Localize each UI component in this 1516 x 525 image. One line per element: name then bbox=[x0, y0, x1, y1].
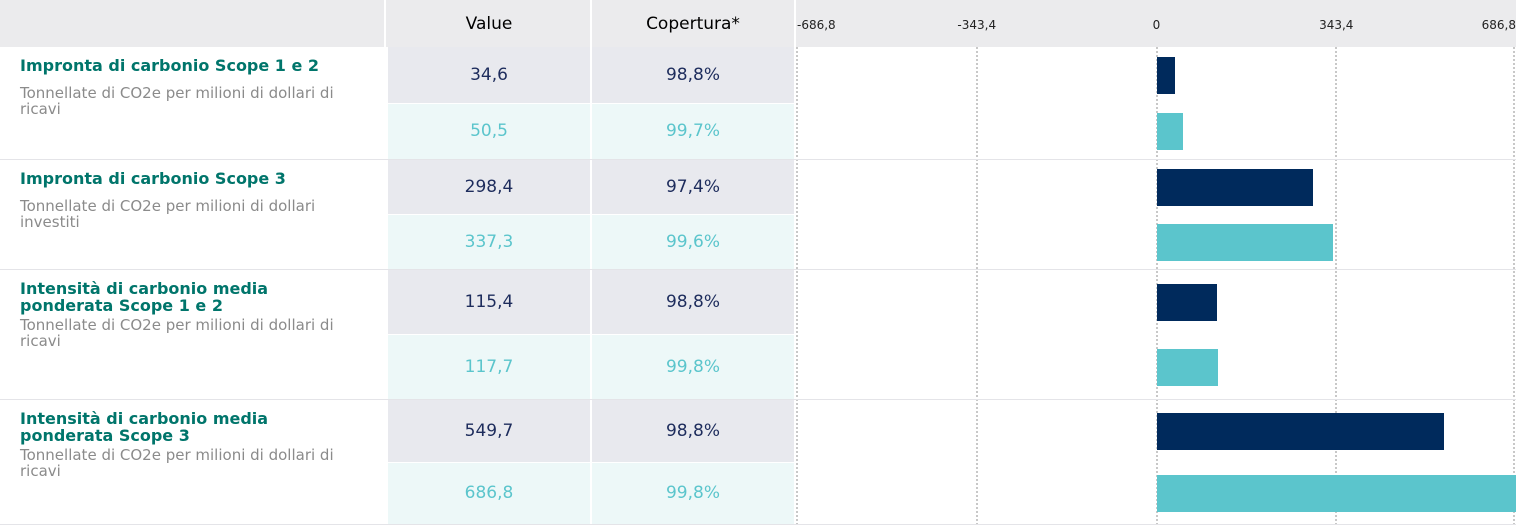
value-cell: 549,7 bbox=[388, 400, 592, 463]
bar bbox=[1156, 113, 1183, 151]
value-cell: 298,4 bbox=[388, 160, 592, 215]
coverage-cell: 97,4% bbox=[592, 160, 796, 215]
grid-line bbox=[975, 47, 978, 525]
metric-title: Intensità di carbonio media ponderata Sc… bbox=[20, 279, 269, 315]
bar bbox=[1156, 224, 1334, 261]
metric-title: Impronta di carbonio Scope 1 e 2 bbox=[20, 56, 320, 75]
value-cell: 337,3 bbox=[388, 215, 592, 270]
bar bbox=[1156, 349, 1219, 386]
metric-subtitle: Tonnellate di CO2e per milioni di dollar… bbox=[20, 197, 316, 231]
value-cell: 50,5 bbox=[388, 103, 592, 160]
header-blank bbox=[0, 0, 386, 47]
bar bbox=[1156, 284, 1217, 321]
coverage-cell: 98,8% bbox=[592, 400, 796, 463]
metric-subtitle: Tonnellate di CO2e per milioni di dollar… bbox=[20, 446, 334, 480]
grid-line bbox=[1513, 47, 1515, 525]
value-cell: 34,6 bbox=[388, 47, 592, 104]
x-tick-label: 0 bbox=[1152, 18, 1161, 32]
bar bbox=[1156, 412, 1445, 450]
coverage-cell: 99,7% bbox=[592, 103, 796, 160]
row-separator bbox=[0, 159, 1516, 160]
metric-title: Impronta di carbonio Scope 3 bbox=[20, 169, 286, 188]
coverage-cell: 99,8% bbox=[592, 462, 796, 525]
metric-subtitle: Tonnellate di CO2e per milioni di dollar… bbox=[20, 84, 334, 118]
value-cell: 117,7 bbox=[388, 335, 592, 400]
coverage-cell: 99,8% bbox=[592, 335, 796, 400]
value-cell: 686,8 bbox=[388, 462, 592, 525]
coverage-cell: 98,8% bbox=[592, 270, 796, 335]
x-tick-label: 343,4 bbox=[1319, 18, 1354, 32]
metric-subtitle: Tonnellate di CO2e per milioni di dollar… bbox=[20, 316, 334, 350]
row-separator bbox=[0, 399, 1516, 400]
bar bbox=[1156, 56, 1175, 94]
x-tick-label: -686,8 bbox=[797, 18, 836, 32]
value-cell: 115,4 bbox=[388, 270, 592, 335]
coverage-cell: 98,8% bbox=[592, 47, 796, 104]
metric-title: Intensità di carbonio media ponderata Sc… bbox=[20, 409, 269, 445]
x-tick-label: -343,4 bbox=[957, 18, 997, 32]
coverage-cell: 99,6% bbox=[592, 215, 796, 270]
column-header: Copertura* bbox=[592, 0, 796, 47]
x-tick-label: 686,8 bbox=[1481, 18, 1516, 32]
bar bbox=[1156, 169, 1313, 206]
grid-line bbox=[1335, 47, 1338, 525]
column-header: Value bbox=[388, 0, 592, 47]
bar bbox=[1156, 475, 1516, 513]
row-separator bbox=[0, 269, 1516, 270]
grid-line bbox=[796, 47, 798, 525]
